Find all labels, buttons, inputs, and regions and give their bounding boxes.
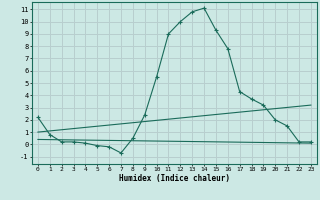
X-axis label: Humidex (Indice chaleur): Humidex (Indice chaleur) — [119, 174, 230, 183]
